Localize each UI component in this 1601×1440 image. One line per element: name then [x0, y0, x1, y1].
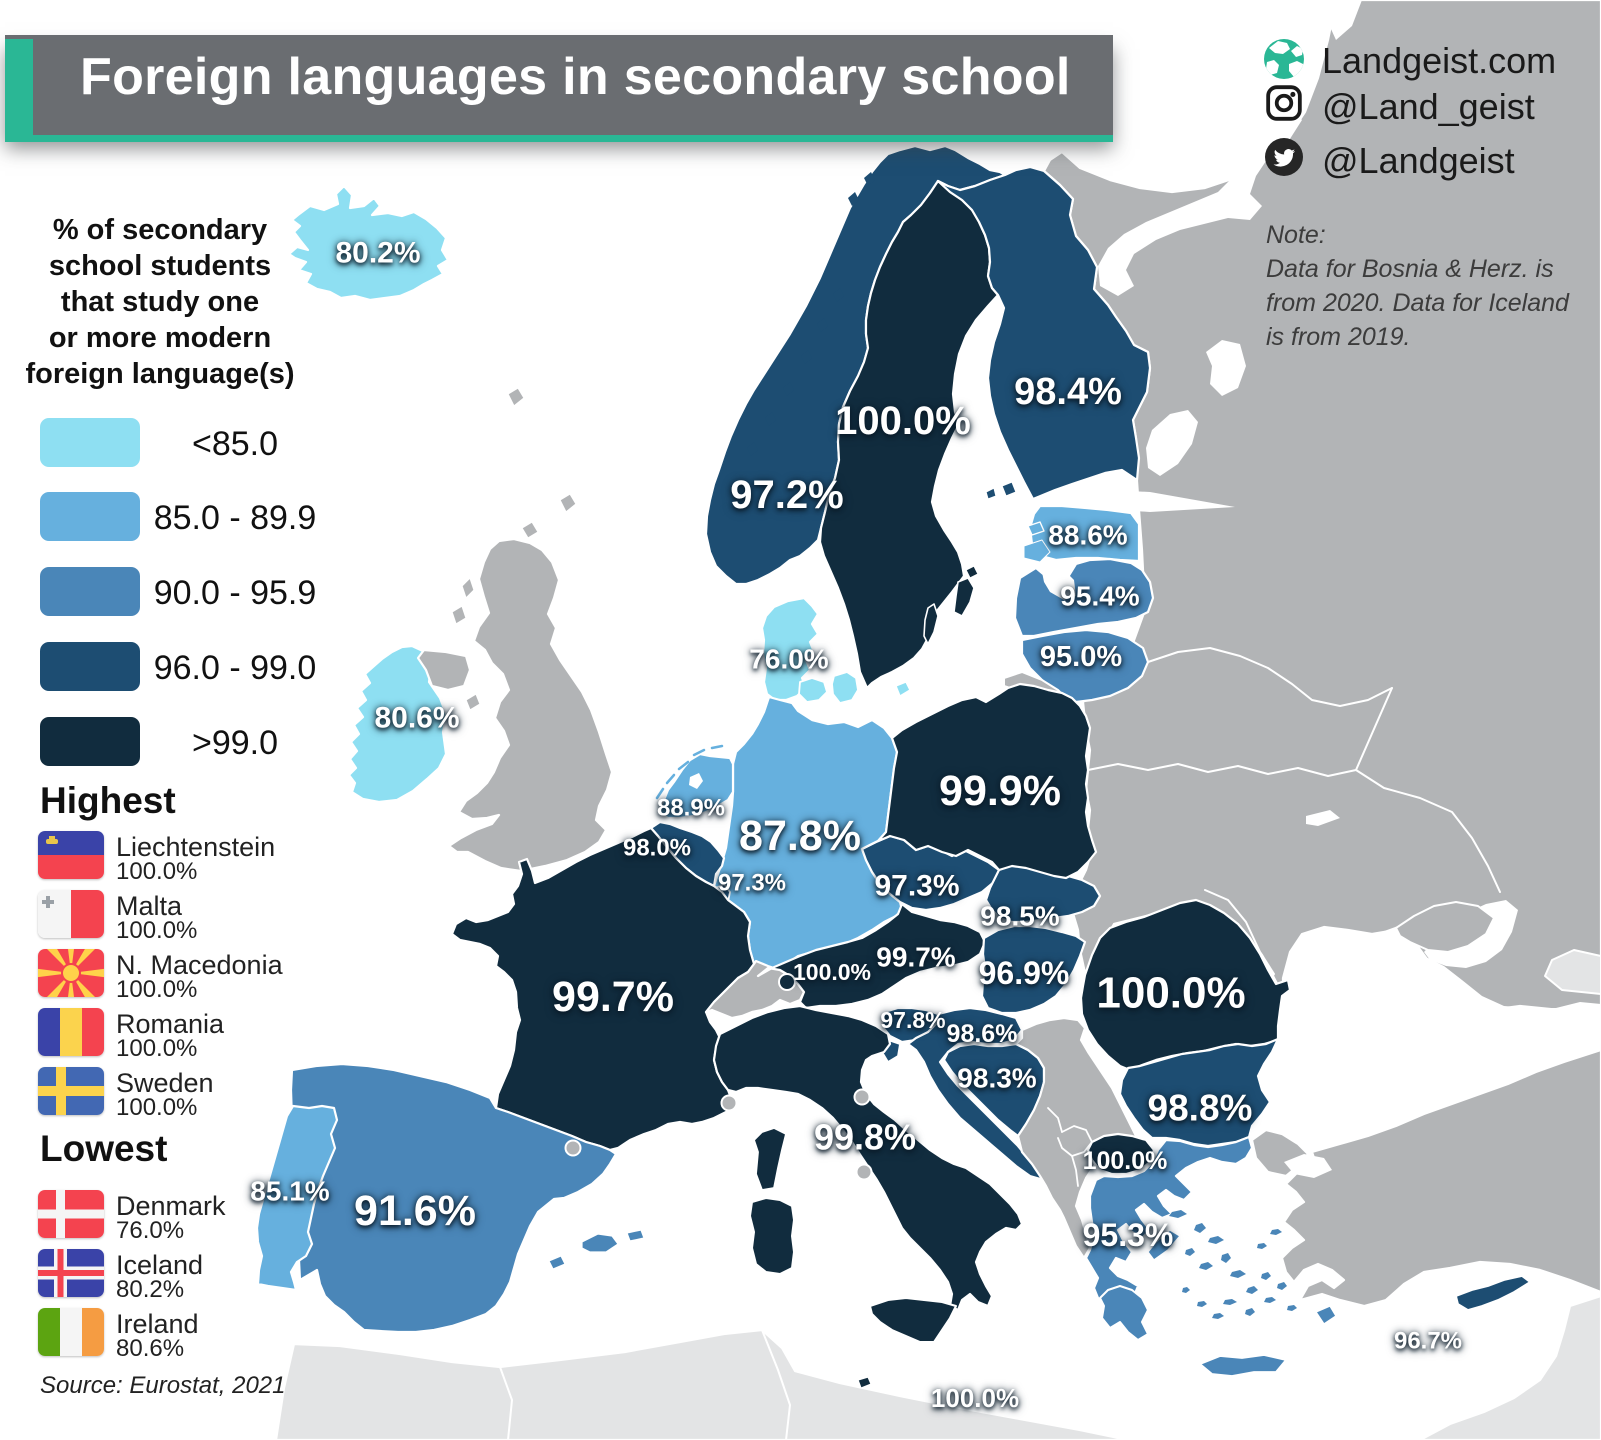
- svg-text:99.8%: 99.8%: [814, 1117, 916, 1158]
- svg-text:100.0%: 100.0%: [793, 959, 871, 985]
- svg-text:96.7%: 96.7%: [1394, 1328, 1462, 1355]
- svg-text:97.2%: 97.2%: [730, 473, 843, 517]
- svg-text:88.6%: 88.6%: [1048, 520, 1127, 551]
- svg-text:96.9%: 96.9%: [979, 955, 1070, 991]
- svg-text:95.4%: 95.4%: [1060, 581, 1139, 612]
- svg-text:98.6%: 98.6%: [947, 1020, 1018, 1048]
- svg-text:99.7%: 99.7%: [552, 973, 674, 1021]
- svg-text:100.0%: 100.0%: [835, 399, 971, 443]
- svg-text:91.6%: 91.6%: [354, 1187, 476, 1235]
- svg-text:95.3%: 95.3%: [1083, 1217, 1174, 1253]
- svg-text:97.3%: 97.3%: [718, 870, 786, 897]
- svg-text:100.0%: 100.0%: [1083, 1147, 1168, 1175]
- svg-text:98.4%: 98.4%: [1014, 371, 1122, 413]
- svg-text:100.0%: 100.0%: [931, 1383, 1019, 1413]
- svg-text:95.0%: 95.0%: [1040, 641, 1122, 673]
- svg-text:98.8%: 98.8%: [1148, 1088, 1253, 1129]
- svg-text:98.0%: 98.0%: [623, 835, 691, 862]
- svg-text:80.6%: 80.6%: [374, 702, 459, 735]
- svg-text:88.9%: 88.9%: [657, 795, 725, 822]
- svg-text:99.7%: 99.7%: [876, 942, 955, 973]
- svg-text:98.3%: 98.3%: [957, 1063, 1036, 1094]
- svg-text:97.3%: 97.3%: [874, 870, 959, 903]
- svg-text:85.1%: 85.1%: [250, 1176, 329, 1207]
- svg-text:80.2%: 80.2%: [335, 237, 420, 270]
- svg-text:100.0%: 100.0%: [1096, 969, 1245, 1018]
- svg-text:87.8%: 87.8%: [739, 812, 861, 860]
- svg-text:97.8%: 97.8%: [880, 1007, 945, 1033]
- svg-text:76.0%: 76.0%: [749, 644, 828, 675]
- svg-text:99.9%: 99.9%: [939, 767, 1061, 815]
- svg-text:98.5%: 98.5%: [980, 901, 1059, 932]
